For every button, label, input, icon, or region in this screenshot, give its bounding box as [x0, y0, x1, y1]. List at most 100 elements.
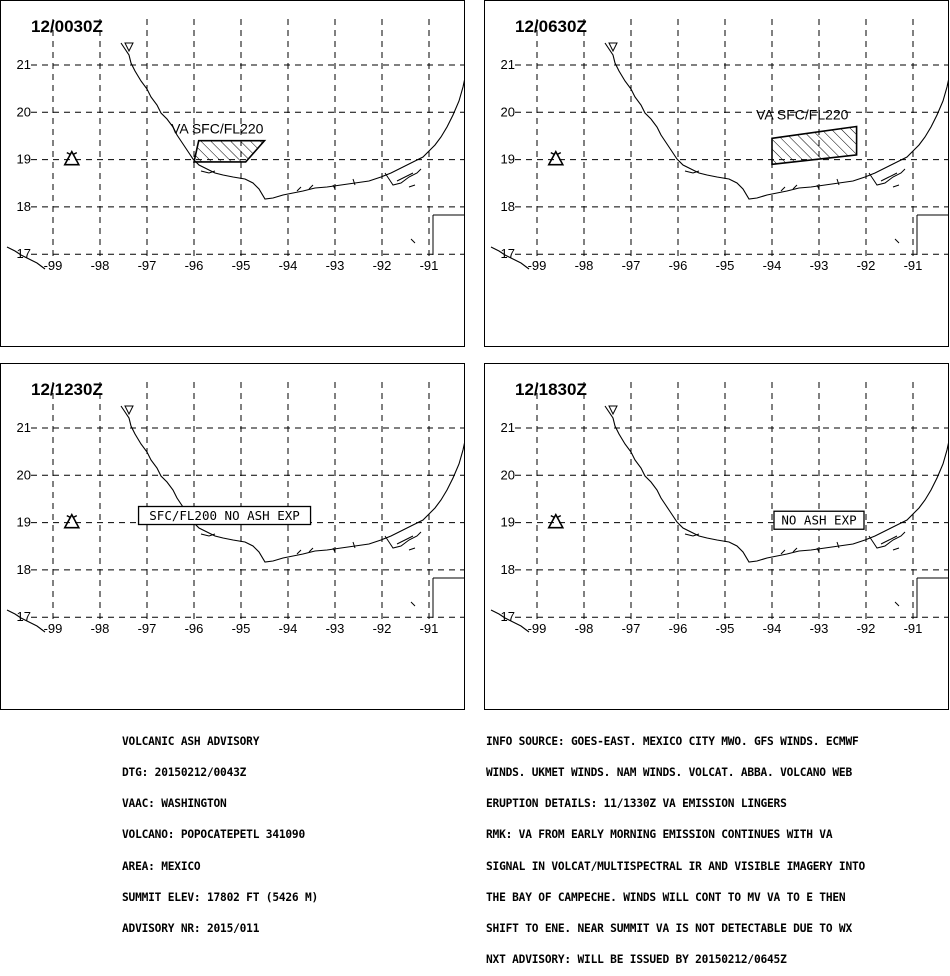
coastline-detail [396, 535, 416, 551]
longitude-tick-label: -96 [185, 621, 204, 636]
coastline-detail [916, 214, 948, 255]
ash-cloud-label: VA SFC/FL220 [171, 121, 264, 137]
volcano-icon [547, 149, 565, 166]
coastline-detail [332, 178, 356, 190]
coastline-detail [608, 405, 618, 416]
longitude-tick-label: -97 [138, 258, 157, 273]
latitude-tick-label: 18 [17, 562, 31, 577]
longitude-tick-label: -92 [373, 258, 392, 273]
forecast-panel-1230z: 12/1230Z 21 20 19 18 17 -99 -98 -97 -96 -95 -94 -93… [0, 363, 465, 710]
longitude-tick-label: -97 [622, 258, 641, 273]
advisory-line: VOLCANIC ASH ADVISORY [122, 734, 260, 748]
latitude-tick-label: 18 [501, 199, 515, 214]
longitude-tick-label: -95 [232, 258, 251, 273]
latitude-tick-label: 21 [17, 57, 31, 72]
advisory-line: VOLCANO: POPOCATEPETL 341090 [122, 828, 305, 842]
longitude-tick-label: -91 [420, 258, 439, 273]
latitude-tick-label: 19 [17, 152, 31, 167]
latitude-tick-label: 21 [17, 420, 31, 435]
latitude-tick-label: 17 [501, 609, 515, 624]
volcano-plume-icon [66, 515, 78, 519]
coastline-detail [780, 184, 798, 192]
advisory-line: ADVISORY NR: 2015/011 [122, 922, 260, 936]
coastline [490, 42, 948, 270]
longitude-tick-label: -94 [763, 621, 782, 636]
coastline-detail [332, 541, 356, 553]
map-canvas: 21 20 19 18 17 -99 -98 -97 -96 -95 -94 -93 -92 -91 VA … [490, 19, 948, 273]
panel-time-label: 12/0030Z [31, 17, 103, 36]
latitude-tick-label: 20 [501, 467, 515, 482]
coastline-detail [684, 533, 700, 537]
longitude-tick-label: -93 [810, 258, 829, 273]
advisory-remarks-block: INFO SOURCE: GOES-EAST. MEXICO CITY MWO.… [486, 716, 865, 976]
longitude-tick-label: -99 [528, 621, 547, 636]
advisory-line: ERUPTION DETAILS: 11/1330Z VA EMISSION L… [486, 797, 787, 811]
coastline-detail [124, 42, 134, 53]
latitude-tick-label: 19 [501, 515, 515, 530]
advisory-header-block: VOLCANIC ASH ADVISORY DTG: 20150212/0043… [122, 716, 318, 945]
longitude-tick-label: -91 [904, 258, 923, 273]
coastline [490, 405, 948, 633]
volcano-icon [547, 512, 565, 529]
coastline-detail [410, 238, 416, 244]
coastline-detail [432, 214, 464, 255]
coastline-detail [816, 541, 840, 553]
coastline-detail [894, 238, 900, 244]
longitude-tick-label: -98 [575, 258, 594, 273]
longitude-tick-label: -99 [44, 258, 63, 273]
longitude-tick-label: -93 [326, 621, 345, 636]
latitude-tick-label: 18 [501, 562, 515, 577]
coastline-detail [200, 533, 216, 537]
coastline-detail [608, 42, 618, 53]
coastline-detail [396, 172, 416, 188]
longitude-tick-label: -99 [528, 258, 547, 273]
longitude-tick-label: -98 [91, 621, 110, 636]
no-ash-label-box [137, 505, 312, 526]
advisory-line: RMK: VA FROM EARLY MORNING EMISSION CONT… [486, 828, 833, 842]
longitude-tick-label: -97 [138, 621, 157, 636]
forecast-panel-0030z: 12/0030Z 21 20 19 18 17 -99 -98 -97 -96 -95 -94 -93… [0, 0, 465, 347]
latitude-tick-label: 17 [17, 609, 31, 624]
longitude-tick-label: -94 [279, 621, 298, 636]
map-canvas: 21 20 19 18 17 -99 -98 -97 -96 -95 -94 -93 -92 -91 SFC… [6, 382, 464, 636]
longitude-tick-label: -92 [857, 258, 876, 273]
longitude-tick-label: -92 [857, 621, 876, 636]
longitude-tick-label: -96 [185, 258, 204, 273]
advisory-line: SUMMIT ELEV: 17802 FT (5426 M) [122, 890, 319, 904]
latitude-tick-label: 17 [17, 246, 31, 261]
volcano-icon [63, 149, 81, 166]
advisory-line: SIGNAL IN VOLCAT/MULTISPECTRAL IR AND VI… [486, 859, 866, 873]
longitude-tick-label: -96 [669, 258, 688, 273]
coastline-detail [780, 547, 798, 555]
ash-cloud-label: VA SFC/FL220 [756, 106, 849, 122]
map-canvas: 21 20 19 18 17 -99 -98 -97 -96 -95 -94 -93 -92 -91 VA … [6, 19, 464, 273]
latitude-tick-label: 21 [501, 57, 515, 72]
coastline-detail [916, 577, 948, 618]
longitude-tick-label: -93 [326, 258, 345, 273]
coastline-detail [868, 168, 906, 186]
latitude-tick-label: 19 [17, 515, 31, 530]
no-ash-label: NO ASH EXP [781, 513, 856, 528]
coastline-detail [124, 405, 134, 416]
no-ash-label-box [773, 510, 865, 530]
no-ash-label: SFC/FL200 NO ASH EXP [149, 508, 300, 523]
volcano-plume-icon [550, 152, 562, 156]
coastline-detail [894, 601, 900, 607]
coastline-detail [200, 170, 216, 174]
coastline-detail [684, 170, 700, 174]
advisory-line: INFO SOURCE: GOES-EAST. MEXICO CITY MWO.… [486, 734, 859, 748]
coastline-detail [384, 531, 422, 549]
latitude-tick-label: 20 [501, 104, 515, 119]
forecast-panel-1830z: 12/1830Z 21 20 19 18 17 -99 -98 -97 -96 -95 -94 -93… [484, 363, 949, 710]
volcano-plume-icon [66, 152, 78, 156]
advisory-line: WINDS. UKMET WINDS. NAM WINDS. VOLCAT. A… [486, 766, 852, 780]
advisory-line: DTG: 20150212/0043Z [122, 766, 247, 780]
ash-cloud-polygon [193, 139, 267, 163]
coastline [6, 42, 464, 270]
volcano-icon [63, 512, 81, 529]
longitude-tick-label: -91 [420, 621, 439, 636]
coastline-detail [816, 178, 840, 190]
ash-cloud-polygon [771, 125, 858, 166]
longitude-tick-label: -95 [232, 621, 251, 636]
coastline-detail [296, 547, 314, 555]
